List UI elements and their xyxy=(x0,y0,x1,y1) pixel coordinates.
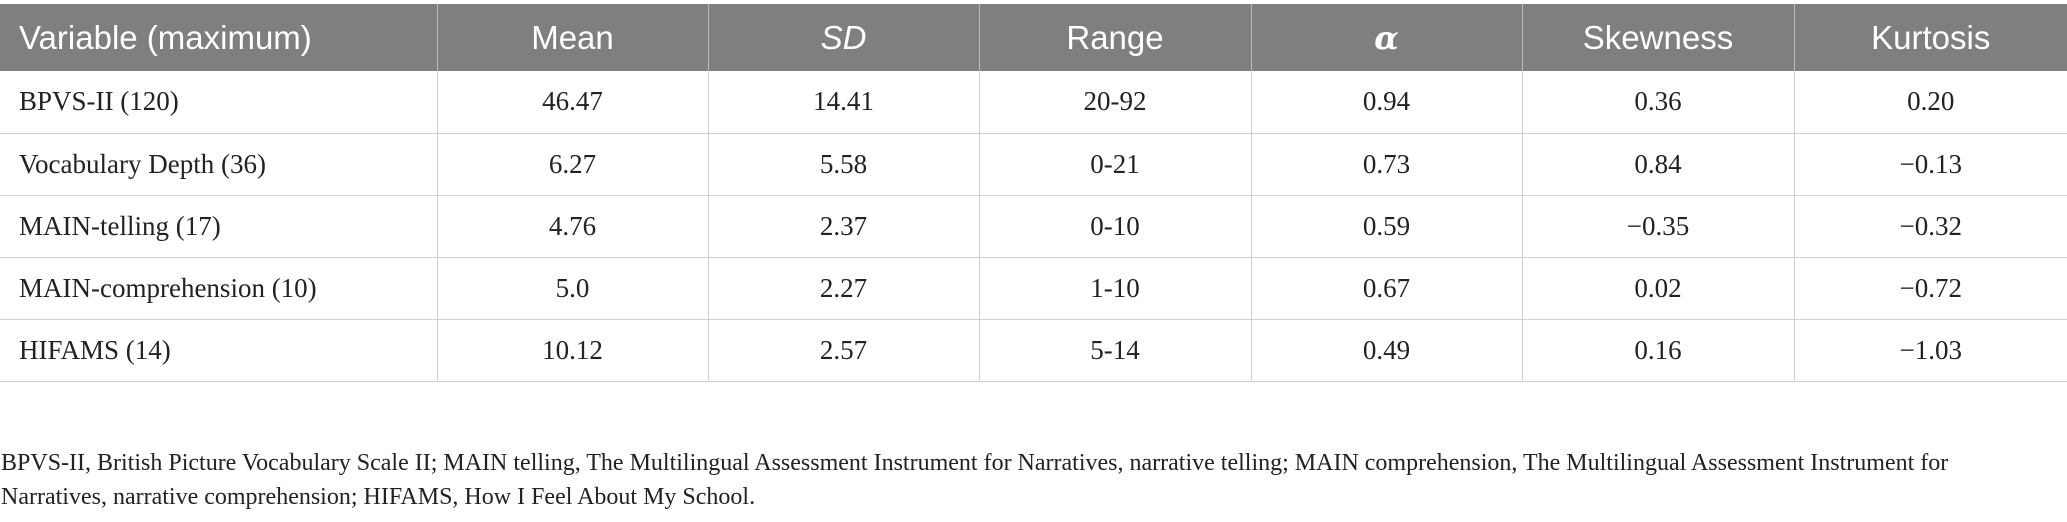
cell-alpha: 0.73 xyxy=(1251,133,1523,196)
table-body: BPVS-II (120) 46.47 14.41 20-92 0.94 0.3… xyxy=(0,71,2067,382)
cell-kurtosis: 0.20 xyxy=(1794,71,2067,134)
table-footnote: BPVS-II, British Picture Vocabulary Scal… xyxy=(1,450,1949,510)
header-alpha: α xyxy=(1251,4,1523,71)
table-row: MAIN-telling (17) 4.76 2.37 0-10 0.59 −0… xyxy=(0,195,2067,258)
header-kurtosis: Kurtosis xyxy=(1794,4,2067,71)
cell-skewness: 0.02 xyxy=(1522,257,1795,320)
table-row: MAIN-comprehension (10) 5.0 2.27 1-10 0.… xyxy=(0,257,2067,320)
cell-variable: Vocabulary Depth (36) xyxy=(0,133,438,196)
cell-kurtosis: −0.72 xyxy=(1794,257,2067,320)
cell-range: 5-14 xyxy=(979,319,1252,382)
cell-skewness: 0.36 xyxy=(1522,71,1795,134)
table-row: Vocabulary Depth (36) 6.27 5.58 0-21 0.7… xyxy=(0,133,2067,196)
cell-range: 0-21 xyxy=(979,133,1252,196)
cell-mean: 6.27 xyxy=(437,133,709,196)
cell-range: 0-10 xyxy=(979,195,1252,258)
header-mean: Mean xyxy=(437,4,709,71)
cell-skewness: −0.35 xyxy=(1522,195,1795,258)
table-row: BPVS-II (120) 46.47 14.41 20-92 0.94 0.3… xyxy=(0,71,2067,134)
cell-range: 20-92 xyxy=(979,71,1252,134)
cell-kurtosis: −0.32 xyxy=(1794,195,2067,258)
cell-kurtosis: −0.13 xyxy=(1794,133,2067,196)
table-header: Variable (maximum) Mean SD Range α Skewn… xyxy=(0,4,2067,71)
cell-skewness: 0.84 xyxy=(1522,133,1795,196)
cell-mean: 46.47 xyxy=(437,71,709,134)
cell-alpha: 0.59 xyxy=(1251,195,1523,258)
cell-alpha: 0.67 xyxy=(1251,257,1523,320)
cell-variable: BPVS-II (120) xyxy=(0,71,438,134)
cell-variable: HIFAMS (14) xyxy=(0,319,438,382)
cell-sd: 5.58 xyxy=(708,133,980,196)
header-row: Variable (maximum) Mean SD Range α Skewn… xyxy=(0,4,2067,71)
cell-alpha: 0.94 xyxy=(1251,71,1523,134)
descriptive-statistics-table: Variable (maximum) Mean SD Range α Skewn… xyxy=(0,4,2067,382)
header-skewness: Skewness xyxy=(1522,4,1795,71)
cell-mean: 4.76 xyxy=(437,195,709,258)
cell-sd: 2.27 xyxy=(708,257,980,320)
cell-alpha: 0.49 xyxy=(1251,319,1523,382)
cell-skewness: 0.16 xyxy=(1522,319,1795,382)
cell-sd: 14.41 xyxy=(708,71,980,134)
cell-variable: MAIN-telling (17) xyxy=(0,195,438,258)
cell-mean: 10.12 xyxy=(437,319,709,382)
cell-sd: 2.57 xyxy=(708,319,980,382)
table-row: HIFAMS (14) 10.12 2.57 5-14 0.49 0.16 −1… xyxy=(0,319,2067,382)
header-variable: Variable (maximum) xyxy=(0,4,438,71)
cell-variable: MAIN-comprehension (10) xyxy=(0,257,438,320)
cell-mean: 5.0 xyxy=(437,257,709,320)
header-sd: SD xyxy=(708,4,980,71)
header-range: Range xyxy=(979,4,1252,71)
cell-sd: 2.37 xyxy=(708,195,980,258)
cell-kurtosis: −1.03 xyxy=(1794,319,2067,382)
cell-range: 1-10 xyxy=(979,257,1252,320)
